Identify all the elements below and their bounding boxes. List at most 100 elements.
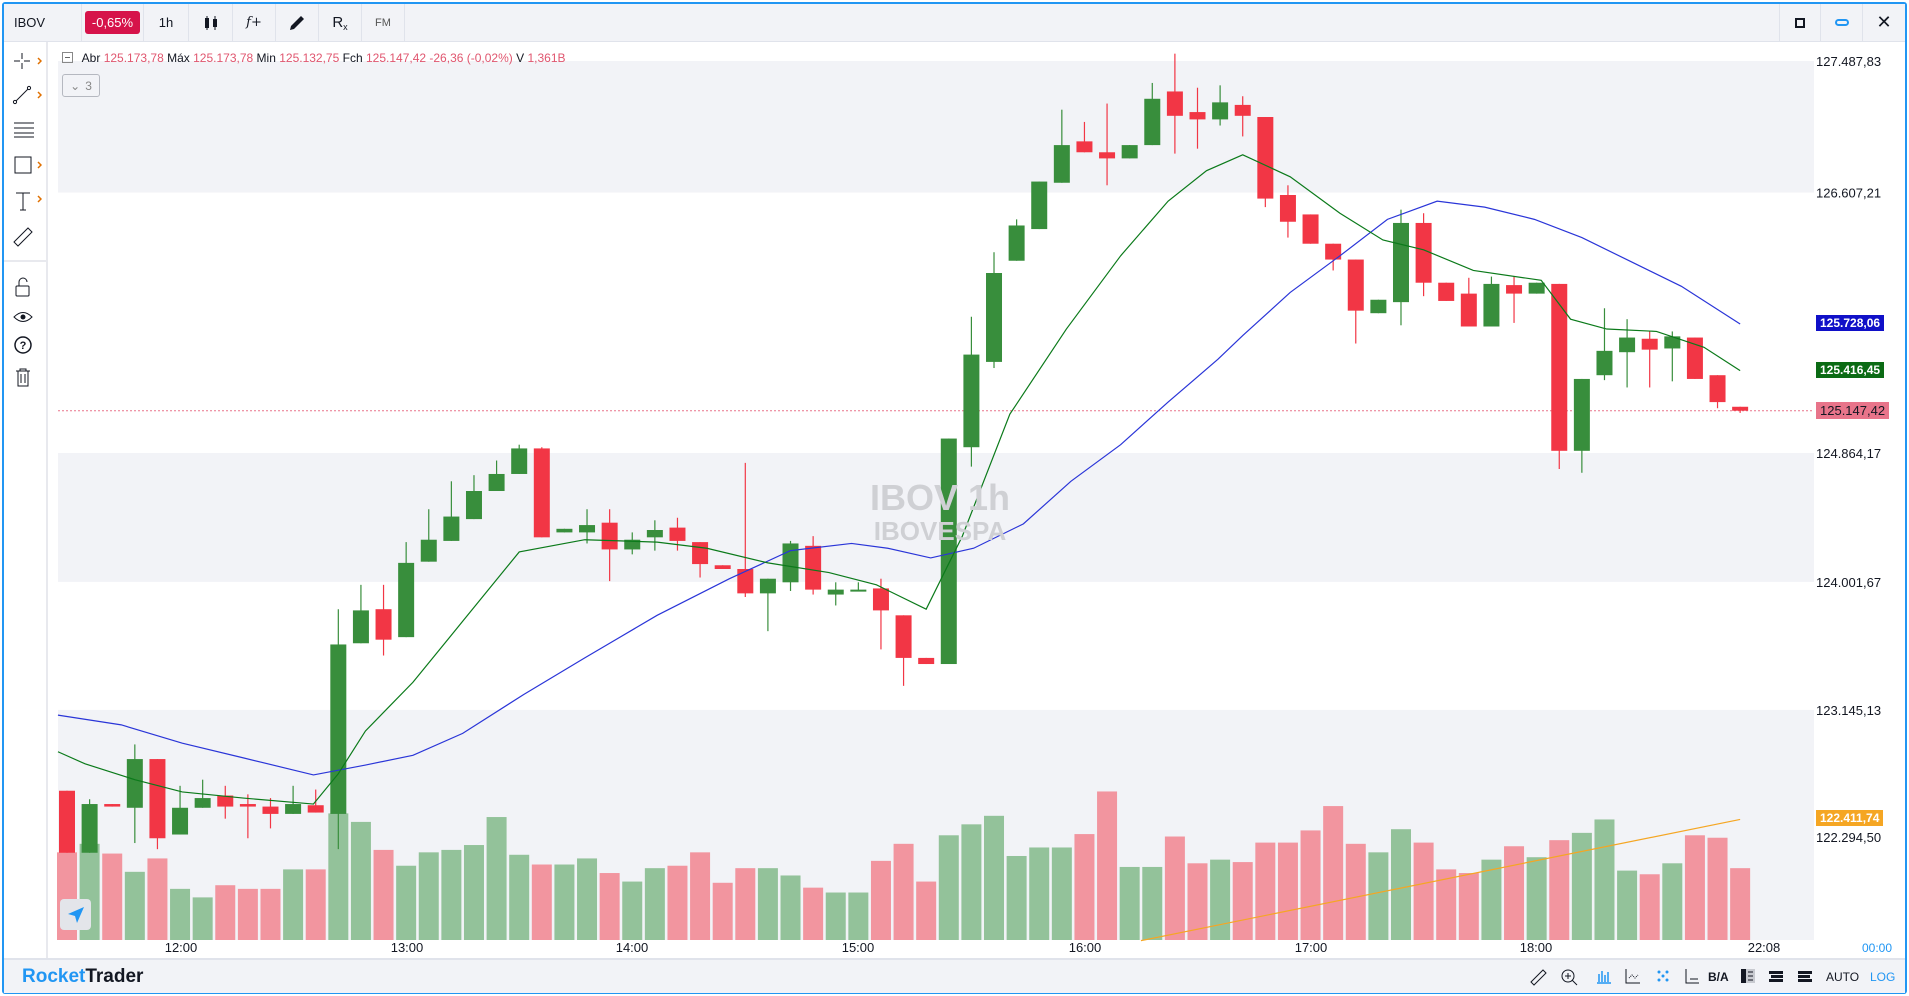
volume-bar <box>1390 829 1411 940</box>
candle-body <box>285 804 302 814</box>
visibility-button[interactable] <box>12 304 42 330</box>
candle-body <box>1166 91 1183 116</box>
volume-bar <box>961 824 982 940</box>
volume-bar <box>1300 830 1321 940</box>
rectangle-tool[interactable] <box>12 152 42 178</box>
volume-bar <box>1571 832 1592 940</box>
candle-body <box>986 273 1003 362</box>
volume-bar <box>509 854 530 940</box>
interval-label: 1h <box>158 15 174 30</box>
auto-scale-button[interactable]: AUTO <box>1826 970 1860 984</box>
volume-bar <box>712 882 733 940</box>
symbol-selector[interactable]: IBOV <box>4 3 82 42</box>
candle-body <box>872 588 889 611</box>
delete-button[interactable] <box>12 364 42 390</box>
volume-bar <box>1481 859 1502 940</box>
close-button[interactable]: ✕ <box>1863 4 1905 42</box>
candle-body <box>1664 336 1681 349</box>
candle-body <box>895 615 912 658</box>
chart-type-button[interactable] <box>189 3 233 42</box>
indicators-button[interactable]: f+ <box>233 3 276 42</box>
volume-bar <box>622 881 643 940</box>
zoom-in-icon[interactable] <box>1560 968 1578 986</box>
fm-button[interactable]: FM <box>362 3 405 42</box>
link-button[interactable] <box>1821 3 1863 42</box>
change-badge: -0,65% <box>84 11 141 34</box>
axis-icon[interactable] <box>1684 968 1700 984</box>
volume-label: V <box>516 51 525 65</box>
volume-bar <box>1119 866 1140 940</box>
collapse-toggle[interactable] <box>62 52 73 63</box>
order-book-icon[interactable] <box>1740 968 1756 984</box>
indicators-label: f+ <box>246 15 262 30</box>
candle-body <box>1596 350 1613 376</box>
indicators-expand-button[interactable]: ⌄ 3 <box>62 74 100 97</box>
panel-left-icon[interactable] <box>1768 968 1784 984</box>
candle-body <box>1392 222 1409 303</box>
candle-body <box>669 527 686 541</box>
volume-bar <box>1097 791 1118 940</box>
candle-body <box>172 807 189 835</box>
rectangle-icon <box>14 156 42 174</box>
crosshair-tool[interactable] <box>12 48 42 74</box>
horizontal-lines-tool[interactable] <box>12 116 42 142</box>
fast-moving-average-line <box>57 154 1741 805</box>
volume-bar <box>577 858 598 940</box>
candle-body <box>1144 98 1161 146</box>
volume-bar <box>1232 862 1253 940</box>
volume-bar <box>1617 870 1638 940</box>
volume-bar <box>147 858 168 940</box>
dots-pattern-icon[interactable] <box>1655 968 1671 984</box>
candle-body <box>1099 152 1116 159</box>
candle-body <box>1302 214 1319 244</box>
help-button[interactable]: ? <box>12 332 42 358</box>
line-tool[interactable] <box>12 82 42 108</box>
volume-bar <box>690 852 711 940</box>
scatter-chart-icon[interactable] <box>1625 968 1641 984</box>
watermark-subtitle: IBOVESPA <box>874 516 1007 546</box>
volume-bar <box>1255 842 1276 940</box>
low-label: Min <box>256 51 276 65</box>
volume-bar <box>124 871 145 940</box>
price-axis-label: 123.145,13 <box>1816 703 1881 718</box>
volume-bars-icon[interactable] <box>1596 968 1612 984</box>
time-axis-label: 13:00 <box>391 940 424 955</box>
interval-button[interactable]: 1h <box>144 3 189 42</box>
candle-body <box>262 806 279 814</box>
candle-body <box>307 805 324 813</box>
candle-body <box>126 759 143 808</box>
candle-body <box>1528 282 1545 294</box>
fullscreen-button[interactable] <box>1779 3 1821 42</box>
ruler-icon[interactable] <box>1529 968 1547 986</box>
volume-bar <box>599 873 620 940</box>
navigate-button[interactable] <box>60 899 91 930</box>
candle-body <box>850 589 867 592</box>
log-scale-button[interactable]: LOG <box>1870 970 1896 984</box>
indicators-count: 3 <box>85 78 92 93</box>
pencil-icon <box>290 15 304 30</box>
lock-button[interactable] <box>12 274 42 300</box>
fullscreen-icon <box>1795 17 1805 28</box>
volume-bar <box>1368 852 1389 940</box>
price-tag: 125.728,06 <box>1816 314 1885 331</box>
candlestick-icon <box>204 15 217 30</box>
high-label: Máx <box>167 51 190 65</box>
candle-body <box>217 795 234 807</box>
candle-body <box>104 804 121 807</box>
candle-body <box>1008 225 1025 261</box>
text-tool[interactable] <box>12 188 42 214</box>
volume-bar <box>328 813 349 940</box>
measure-tool[interactable] <box>12 224 42 250</box>
unlock-icon <box>15 277 30 297</box>
panel-right-icon[interactable] <box>1797 968 1813 984</box>
candle-body <box>1483 283 1500 327</box>
time-axis-label: 16:00 <box>1069 940 1102 955</box>
bid-ask-button[interactable]: B/A <box>1708 970 1729 984</box>
drawing-button[interactable] <box>276 3 319 42</box>
price-axis-label: 124.001,67 <box>1816 575 1881 590</box>
candle-body <box>398 562 415 638</box>
candle-body <box>465 491 482 520</box>
volume-bar <box>1684 835 1705 940</box>
